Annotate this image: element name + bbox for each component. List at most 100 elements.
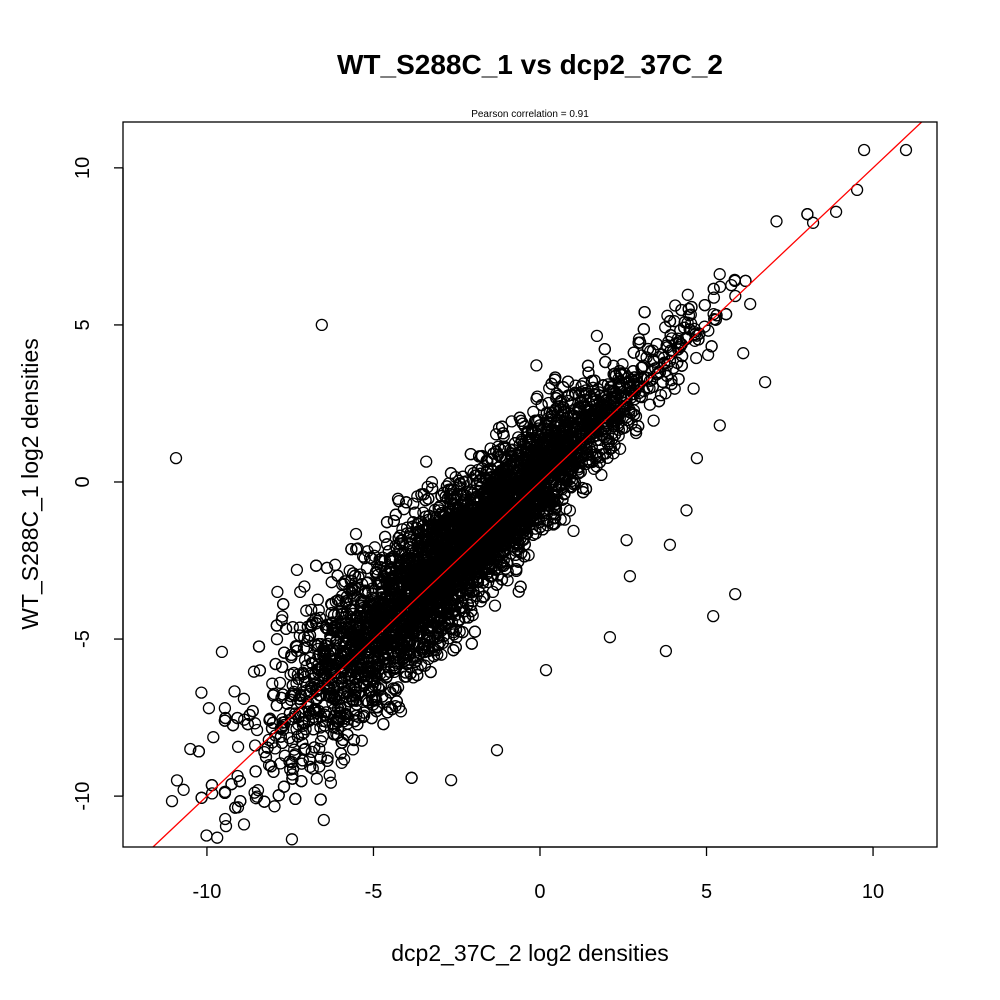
data-point — [643, 374, 657, 387]
data-point — [665, 373, 678, 387]
data-point — [488, 599, 502, 612]
data-point — [364, 551, 377, 564]
data-point — [297, 668, 310, 681]
data-point — [276, 610, 289, 623]
data-point — [296, 736, 309, 749]
data-point — [739, 274, 752, 288]
data-point — [361, 576, 374, 589]
data-point — [228, 685, 241, 698]
data-point — [687, 382, 700, 395]
data-point — [237, 692, 251, 705]
data-point — [286, 621, 299, 634]
data-point — [234, 794, 247, 808]
data-point — [250, 723, 264, 737]
data-point — [270, 633, 284, 646]
data-point — [237, 818, 251, 831]
data-point — [420, 455, 433, 468]
data-point — [713, 268, 726, 281]
data-point — [306, 762, 319, 775]
data-point — [219, 812, 232, 826]
data-point — [355, 734, 368, 747]
data-point — [576, 486, 590, 499]
data-point — [335, 756, 348, 769]
chart-title: WT_S288C_1 vs dcp2_37C_2 — [337, 49, 723, 80]
data-point — [669, 299, 682, 312]
data-point — [567, 524, 580, 538]
data-point — [393, 537, 406, 550]
data-point — [274, 757, 287, 770]
data-point — [347, 592, 360, 605]
data-point — [729, 289, 742, 303]
data-point — [664, 329, 677, 342]
data-point — [436, 636, 449, 649]
data-point — [276, 720, 289, 734]
data-point — [632, 336, 645, 349]
data-point — [276, 736, 289, 750]
data-point — [461, 598, 474, 611]
data-point — [647, 414, 660, 427]
data-point — [331, 569, 344, 582]
data-point — [345, 587, 358, 600]
data-point — [705, 340, 718, 353]
data-point — [371, 568, 384, 582]
data-point — [331, 594, 345, 607]
data-point — [361, 545, 374, 558]
data-point — [501, 574, 514, 587]
data-point — [349, 527, 363, 541]
data-point — [707, 282, 720, 296]
data-point — [698, 320, 711, 333]
data-point — [305, 667, 318, 680]
data-point — [350, 542, 363, 556]
data-point — [707, 307, 720, 321]
data-point — [489, 428, 503, 441]
data-point — [325, 606, 338, 620]
data-point — [294, 693, 307, 706]
data-point — [263, 713, 276, 727]
data-point — [698, 298, 711, 312]
data-point — [323, 682, 336, 695]
data-point — [387, 514, 401, 528]
data-point — [264, 760, 278, 773]
data-point — [632, 332, 646, 346]
data-point — [258, 795, 271, 808]
data-point — [378, 530, 392, 544]
data-point — [385, 551, 399, 564]
data-point — [575, 386, 588, 399]
data-point — [266, 736, 279, 749]
data-point — [325, 597, 338, 611]
data-point — [472, 450, 486, 463]
data-point — [205, 787, 219, 800]
data-point — [313, 760, 326, 773]
data-point — [313, 742, 326, 756]
data-point — [397, 503, 411, 516]
data-point — [646, 344, 660, 357]
data-point — [268, 800, 281, 813]
data-point — [365, 552, 379, 566]
data-point — [285, 833, 299, 846]
data-point — [335, 621, 349, 635]
data-point — [346, 743, 360, 756]
data-point — [290, 640, 303, 654]
data-point — [530, 359, 543, 372]
data-point — [424, 665, 437, 679]
data-point — [252, 640, 266, 653]
data-point — [550, 387, 563, 400]
data-point — [231, 740, 245, 753]
data-point — [646, 380, 659, 393]
data-point — [325, 576, 338, 589]
data-point — [249, 792, 263, 805]
data-point — [690, 351, 703, 365]
data-point — [312, 705, 326, 718]
data-point — [635, 349, 648, 362]
data-point — [253, 664, 267, 677]
data-point — [713, 280, 727, 293]
data-point — [492, 448, 505, 462]
data-point — [273, 676, 287, 690]
data-point — [225, 777, 238, 791]
data-point — [637, 323, 650, 336]
data-point — [632, 420, 645, 433]
data-point — [251, 784, 265, 797]
data-point — [269, 657, 282, 671]
data-point — [485, 569, 499, 582]
